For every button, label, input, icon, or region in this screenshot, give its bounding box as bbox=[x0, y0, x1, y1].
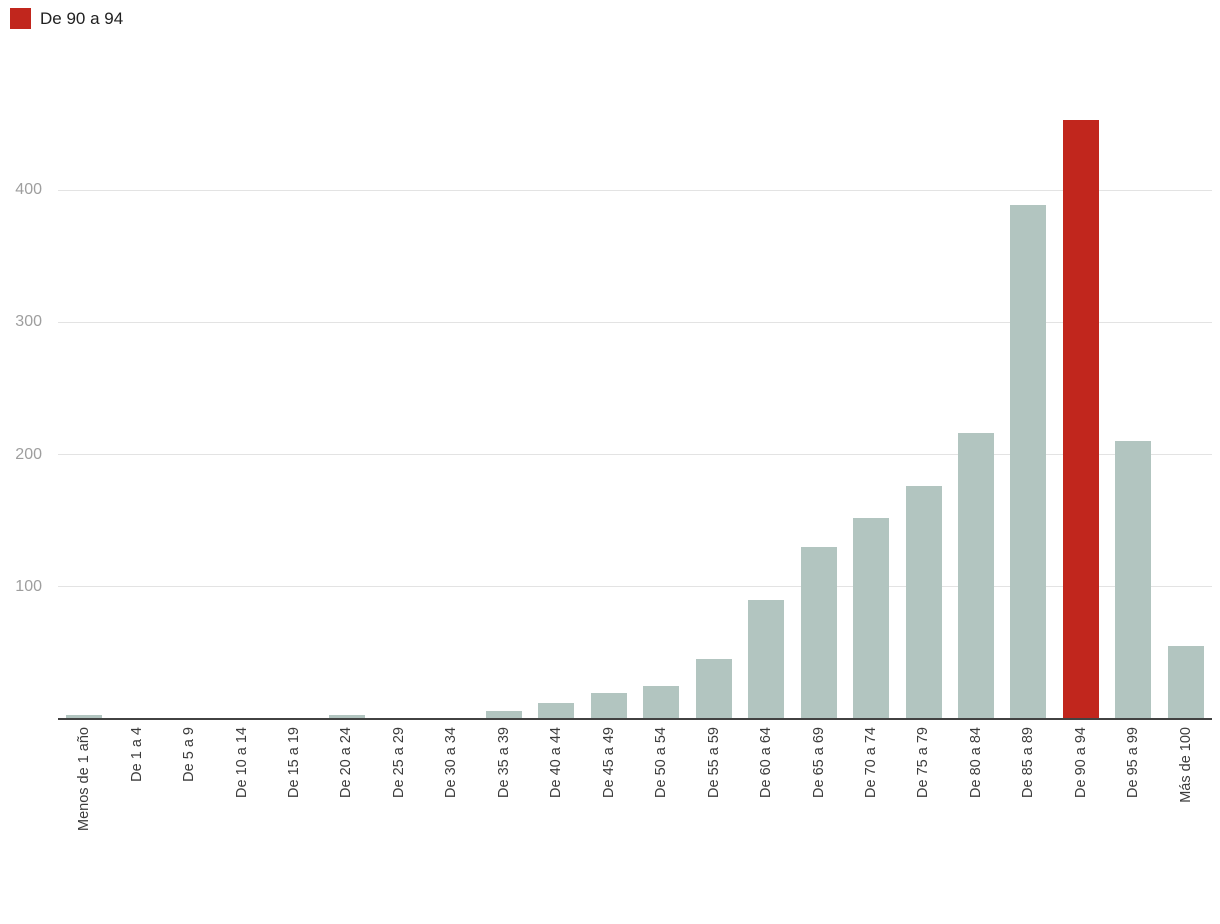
x-tick-label: De 30 a 34 bbox=[443, 727, 460, 798]
x-tick-label: Menos de 1 año bbox=[76, 727, 93, 831]
x-tick-label: De 80 a 84 bbox=[967, 727, 984, 798]
x-tick-label: De 85 a 89 bbox=[1020, 727, 1037, 798]
bar-highlighted[interactable] bbox=[1062, 119, 1099, 719]
bar[interactable] bbox=[957, 433, 994, 719]
x-tick-label: De 15 a 19 bbox=[286, 727, 303, 798]
x-tick-label: De 75 a 79 bbox=[915, 727, 932, 798]
bar[interactable] bbox=[748, 599, 785, 719]
x-tick-label: De 60 a 64 bbox=[758, 727, 775, 798]
x-tick-label: Más de 100 bbox=[1177, 727, 1194, 803]
x-tick-label: De 65 a 69 bbox=[810, 727, 827, 798]
x-tick-label: De 5 a 9 bbox=[181, 727, 198, 782]
bar[interactable] bbox=[1010, 204, 1047, 719]
x-tick-label: De 25 a 29 bbox=[390, 727, 407, 798]
y-tick-label: 400 bbox=[15, 181, 42, 198]
bar[interactable] bbox=[643, 685, 680, 719]
y-tick-label: 100 bbox=[15, 577, 42, 595]
x-tick-label: De 20 a 24 bbox=[338, 727, 355, 798]
bar[interactable] bbox=[1115, 441, 1152, 719]
x-tick-label: De 50 a 54 bbox=[653, 727, 670, 798]
x-tick-label: De 1 a 4 bbox=[128, 727, 145, 782]
bar[interactable] bbox=[328, 715, 365, 719]
legend-label: De 90 a 94 bbox=[40, 8, 124, 28]
grid-line bbox=[58, 189, 1212, 191]
x-tick-label: De 55 a 59 bbox=[705, 727, 722, 798]
x-tick-label: De 35 a 39 bbox=[495, 727, 512, 798]
x-tick-label: De 95 a 99 bbox=[1125, 727, 1142, 798]
bar[interactable] bbox=[1167, 646, 1204, 719]
y-tick-label: 300 bbox=[15, 313, 42, 331]
bar[interactable] bbox=[485, 711, 522, 719]
bar[interactable] bbox=[590, 692, 627, 719]
x-tick-label: De 10 a 14 bbox=[233, 727, 250, 798]
x-axis bbox=[58, 718, 1212, 720]
x-tick-label: De 70 a 74 bbox=[863, 727, 880, 798]
legend: De 90 a 94 bbox=[10, 8, 123, 29]
grid-line bbox=[58, 586, 1212, 588]
x-tick-label: De 90 a 94 bbox=[1072, 727, 1089, 798]
x-tick-label: De 40 a 44 bbox=[548, 727, 565, 798]
legend-swatch bbox=[10, 8, 31, 29]
bar[interactable] bbox=[905, 486, 942, 719]
bar[interactable] bbox=[853, 517, 890, 719]
bar[interactable] bbox=[695, 659, 732, 719]
bar[interactable] bbox=[538, 703, 575, 719]
grid-line bbox=[58, 454, 1212, 455]
y-tick-label: 200 bbox=[15, 445, 42, 463]
x-tick-label: De 45 a 49 bbox=[600, 727, 617, 798]
bar[interactable] bbox=[800, 547, 837, 719]
bar[interactable] bbox=[66, 715, 103, 719]
grid-line bbox=[58, 321, 1212, 323]
